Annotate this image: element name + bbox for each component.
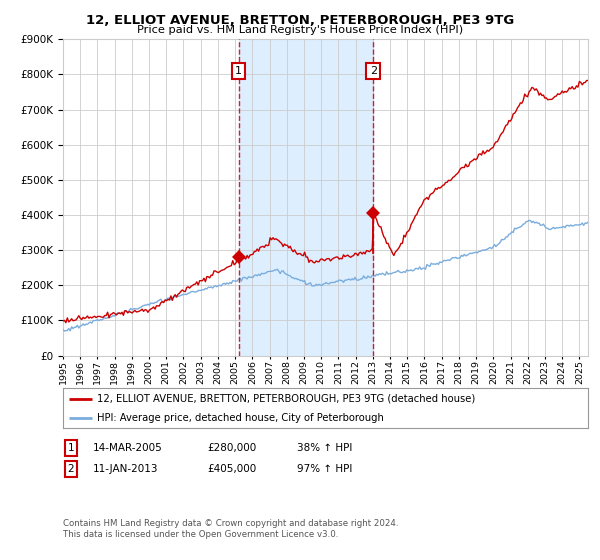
- Text: 2: 2: [370, 66, 377, 76]
- Text: 12, ELLIOT AVENUE, BRETTON, PETERBOROUGH, PE3 9TG: 12, ELLIOT AVENUE, BRETTON, PETERBOROUGH…: [86, 14, 514, 27]
- Text: 1: 1: [67, 443, 74, 453]
- Text: 97% ↑ HPI: 97% ↑ HPI: [297, 464, 352, 474]
- Text: 14-MAR-2005: 14-MAR-2005: [93, 443, 163, 453]
- Text: HPI: Average price, detached house, City of Peterborough: HPI: Average price, detached house, City…: [97, 413, 384, 422]
- Text: 11-JAN-2013: 11-JAN-2013: [93, 464, 158, 474]
- Text: 1: 1: [235, 66, 242, 76]
- Text: 38% ↑ HPI: 38% ↑ HPI: [297, 443, 352, 453]
- Text: 2: 2: [67, 464, 74, 474]
- Text: £405,000: £405,000: [207, 464, 256, 474]
- Text: This data is licensed under the Open Government Licence v3.0.: This data is licensed under the Open Gov…: [63, 530, 338, 539]
- Text: £280,000: £280,000: [207, 443, 256, 453]
- Bar: [239, 39, 373, 356]
- Text: Price paid vs. HM Land Registry's House Price Index (HPI): Price paid vs. HM Land Registry's House …: [137, 25, 463, 35]
- Text: Contains HM Land Registry data © Crown copyright and database right 2024.: Contains HM Land Registry data © Crown c…: [63, 519, 398, 528]
- Text: 12, ELLIOT AVENUE, BRETTON, PETERBOROUGH, PE3 9TG (detached house): 12, ELLIOT AVENUE, BRETTON, PETERBOROUGH…: [97, 394, 475, 404]
